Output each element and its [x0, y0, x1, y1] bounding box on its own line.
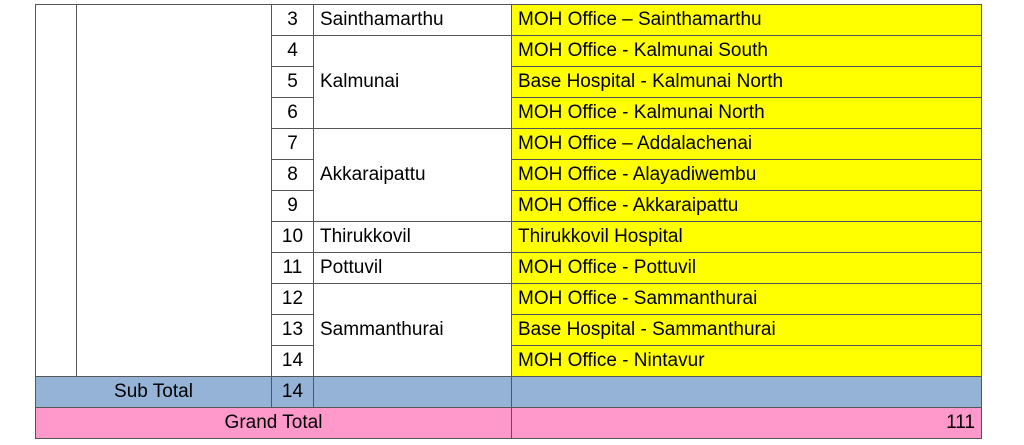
institution-cell: Base Hospital - Sammanthurai [511, 314, 982, 346]
row-number: 6 [271, 97, 314, 129]
institution-cell: MOH Office - Nintavur [511, 345, 982, 377]
row-number: 3 [271, 4, 314, 36]
subtotal-count: 14 [271, 376, 314, 408]
facility-table: 3 Sainthamarthu MOH Office – Sainthamart… [35, 4, 982, 439]
row-number: 9 [271, 190, 314, 222]
institution-cell: MOH Office – Sainthamarthu [511, 4, 982, 36]
institution-cell: MOH Office - Pottuvil [511, 252, 982, 284]
row-number: 7 [271, 128, 314, 160]
table-row: 10 Thirukkovil Thirukkovil Hospital [36, 221, 982, 253]
blank-cell [76, 4, 272, 377]
row-number: 8 [271, 159, 314, 191]
institution-cell: MOH Office - Akkaraipattu [511, 190, 982, 222]
row-number: 4 [271, 35, 314, 67]
table-row: 6 MOH Office - Kalmunai North [36, 97, 982, 129]
row-number: 10 [271, 221, 314, 253]
row-number: 12 [271, 283, 314, 315]
grand-total-value: 111 [511, 407, 982, 439]
grand-total-label: Grand Total [35, 407, 512, 439]
blank-cell [313, 376, 512, 408]
location-cell: Sammanthurai [313, 283, 512, 377]
subtotal-row: Sub Total 14 [35, 376, 982, 408]
table-row: 7 Akkaraipattu MOH Office – Addalachenai [36, 128, 982, 222]
row-number: 5 [271, 66, 314, 98]
institution-cell: MOH Office - Sammanthurai [511, 283, 982, 315]
grand-total-row: Grand Total 111 [35, 407, 982, 439]
location-cell: Kalmunai [313, 35, 512, 129]
institution-cell: MOH Office - Kalmunai South [511, 35, 982, 67]
table-row: 11 Pottuvil MOH Office - Pottuvil [36, 252, 982, 284]
table-row: 14 MOH Office - Nintavur [36, 345, 982, 377]
table-row: 13 Base Hospital - Sammanthurai [36, 314, 982, 346]
location-cell: Akkaraipattu [313, 128, 512, 222]
table-row: 8 MOH Office - Alayadiwembu [36, 159, 982, 191]
location-cell: Pottuvil [313, 252, 512, 284]
row-number: 14 [271, 345, 314, 377]
subtotal-label: Sub Total [35, 376, 272, 408]
table-row: 5 Base Hospital - Kalmunai North [36, 66, 982, 98]
location-cell: Sainthamarthu [313, 4, 512, 36]
row-number: 13 [271, 314, 314, 346]
table-row: 4 Kalmunai MOH Office - Kalmunai South [36, 35, 982, 129]
row-number: 11 [271, 252, 314, 284]
institution-cell: Base Hospital - Kalmunai North [511, 66, 982, 98]
table-row: 9 MOH Office - Akkaraipattu [36, 190, 982, 222]
location-cell: Thirukkovil [313, 221, 512, 253]
institution-cell: MOH Office – Addalachenai [511, 128, 982, 160]
institution-cell: MOH Office - Kalmunai North [511, 97, 982, 129]
institution-cell: Thirukkovil Hospital [511, 221, 982, 253]
institution-cell: MOH Office - Alayadiwembu [511, 159, 982, 191]
table-row: 3 Sainthamarthu MOH Office – Sainthamart… [35, 4, 982, 377]
table-row: 12 Sammanthurai MOH Office - Sammanthura… [36, 283, 982, 377]
blank-cell [511, 376, 982, 408]
blank-cell [35, 4, 77, 377]
